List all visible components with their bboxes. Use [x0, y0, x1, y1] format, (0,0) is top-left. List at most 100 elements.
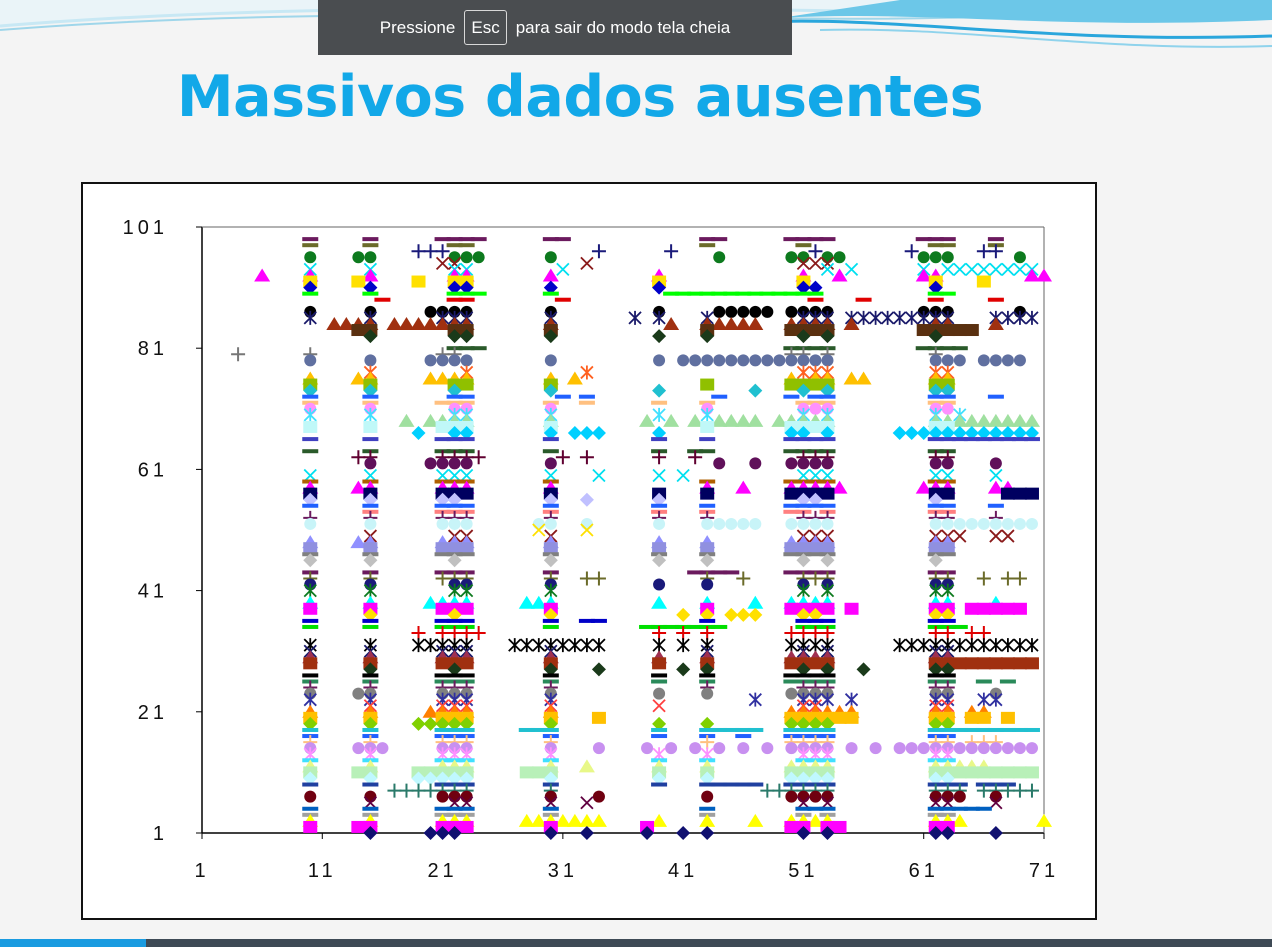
data-point: [773, 354, 786, 367]
data-point: [796, 692, 811, 707]
data-point: [809, 790, 822, 803]
data-point: [711, 624, 728, 629]
data-point: [940, 826, 955, 840]
data-point: [435, 626, 450, 641]
data-point: [725, 305, 738, 318]
data-point: [808, 244, 823, 259]
data-point: [363, 492, 378, 507]
data-point: [940, 487, 955, 500]
data-point: [411, 275, 426, 288]
data-point: [652, 657, 667, 670]
data-point: [737, 742, 750, 755]
data-point: [939, 618, 956, 623]
data-point: [351, 450, 366, 465]
data-point: [303, 383, 318, 398]
data-point: [749, 457, 762, 470]
data-point: [795, 291, 812, 296]
data-point: [447, 583, 462, 598]
data-point: [785, 687, 798, 700]
data-point: [519, 766, 534, 779]
data-point: [845, 742, 858, 755]
data-point: [578, 759, 595, 773]
data-point: [975, 413, 992, 427]
data-point: [434, 618, 451, 623]
data-point: [1000, 783, 1015, 798]
data-point: [447, 662, 462, 677]
data-point: [711, 237, 728, 242]
data-point: [434, 316, 451, 330]
data-point: [807, 400, 824, 405]
data-point: [905, 638, 919, 653]
data-point: [351, 820, 366, 833]
data-point: [459, 716, 474, 731]
data-point: [1024, 426, 1039, 441]
data-point: [928, 383, 943, 398]
data-point: [422, 595, 439, 609]
data-point: [676, 638, 690, 653]
y-tick-label: 61: [138, 459, 168, 481]
data-point: [470, 291, 487, 296]
data-point: [795, 237, 812, 242]
data-point: [386, 316, 403, 330]
data-point: [1024, 657, 1039, 670]
data-point: [713, 742, 726, 755]
data-point: [544, 251, 557, 264]
data-point: [665, 742, 678, 755]
data-point: [989, 529, 1003, 543]
data-point: [797, 790, 810, 803]
data-point: [735, 782, 752, 787]
data-point: [723, 570, 740, 575]
data-point: [446, 394, 463, 399]
data-point: [1001, 262, 1015, 277]
x-tick-label: 21: [427, 860, 457, 882]
data-point: [747, 291, 764, 296]
data-point: [941, 251, 954, 264]
data-point: [975, 437, 992, 442]
data-point: [783, 679, 800, 684]
data-point: [362, 782, 379, 787]
data-point: [772, 783, 787, 798]
data-point: [302, 394, 319, 399]
data-point: [446, 503, 463, 508]
data-point: [387, 783, 402, 798]
data-point: [820, 553, 835, 568]
data-point: [783, 509, 800, 514]
data-point: [927, 243, 944, 248]
data-point: [976, 244, 991, 259]
data-point: [352, 742, 365, 755]
data-point: [928, 716, 943, 731]
data-point: [952, 766, 967, 779]
fullscreen-notice-text-after: para sair do modo tela cheia: [515, 17, 731, 37]
data-point: [917, 742, 930, 755]
data-point: [1025, 638, 1039, 653]
data-point: [470, 346, 487, 351]
data-point: [362, 618, 379, 623]
data-point: [543, 426, 558, 441]
data-point: [459, 796, 474, 810]
data-point: [458, 400, 475, 405]
data-point: [302, 291, 319, 296]
data-point: [951, 806, 968, 811]
data-point: [677, 354, 690, 367]
data-point: [362, 400, 379, 405]
data-point: [436, 790, 449, 803]
data-point: [398, 316, 415, 330]
data-point: [785, 354, 798, 367]
data-point: [796, 626, 811, 641]
fullscreen-notice-text-before: Pressione: [379, 17, 456, 37]
data-point: [423, 771, 438, 786]
data-point: [784, 820, 799, 833]
data-point: [640, 826, 655, 840]
data-point: [917, 251, 930, 264]
data-point: [700, 553, 715, 568]
data-point: [796, 638, 811, 653]
data-point: [520, 638, 534, 653]
data-point: [422, 316, 439, 330]
data-point: [760, 783, 775, 798]
data-point: [447, 796, 462, 810]
data-point: [940, 383, 955, 398]
data-point: [699, 503, 716, 508]
data-point: [591, 711, 606, 724]
data-point: [543, 553, 558, 568]
data-point: [1011, 413, 1028, 427]
